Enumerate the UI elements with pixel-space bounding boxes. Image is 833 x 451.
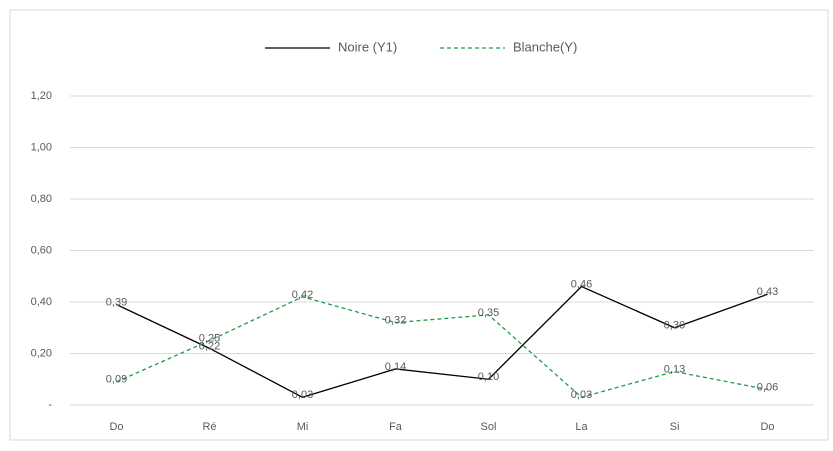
series-line — [116, 285, 768, 398]
data-label: 0,03 — [571, 389, 592, 401]
data-label: 0,46 — [571, 278, 592, 290]
y-tick-label: 1,20 — [31, 90, 52, 102]
y-tick-label: 0,40 — [31, 296, 52, 308]
x-tick-label: La — [575, 421, 588, 433]
data-label: 0,35 — [478, 307, 499, 319]
data-label: 0,14 — [385, 361, 406, 373]
data-label: 0,10 — [478, 371, 499, 383]
y-tick-label: 0,80 — [31, 193, 52, 205]
y-tick-label: - — [48, 399, 52, 411]
x-tick-label: Si — [670, 421, 680, 433]
y-tick-label: 0,20 — [31, 347, 52, 359]
data-label: 0,32 — [385, 315, 406, 327]
legend-label: Noire (Y1) — [338, 39, 397, 54]
data-label: 0,25 — [199, 333, 220, 345]
data-label: 0,22 — [199, 340, 220, 352]
data-label: 0,06 — [757, 381, 778, 393]
y-tick-label: 0,60 — [31, 244, 52, 256]
x-tick-label: Mi — [297, 421, 309, 433]
legend-label: Blanche(Y) — [513, 39, 577, 54]
x-tick-label: Fa — [389, 421, 403, 433]
data-label: 0,13 — [664, 363, 685, 375]
data-label: 0,39 — [106, 296, 127, 308]
series-line — [116, 296, 768, 398]
x-tick-label: Sol — [481, 421, 497, 433]
y-tick-label: 1,00 — [31, 141, 52, 153]
x-tick-label: Ré — [202, 421, 216, 433]
data-label: 0,30 — [664, 320, 685, 332]
data-label: 0,09 — [106, 374, 127, 386]
x-tick-label: Do — [109, 421, 123, 433]
data-label: 0,03 — [292, 389, 313, 401]
data-label: 0,43 — [757, 286, 778, 298]
chart-border — [9, 9, 829, 441]
data-label: 0,42 — [292, 289, 313, 301]
x-tick-label: Do — [760, 421, 774, 433]
